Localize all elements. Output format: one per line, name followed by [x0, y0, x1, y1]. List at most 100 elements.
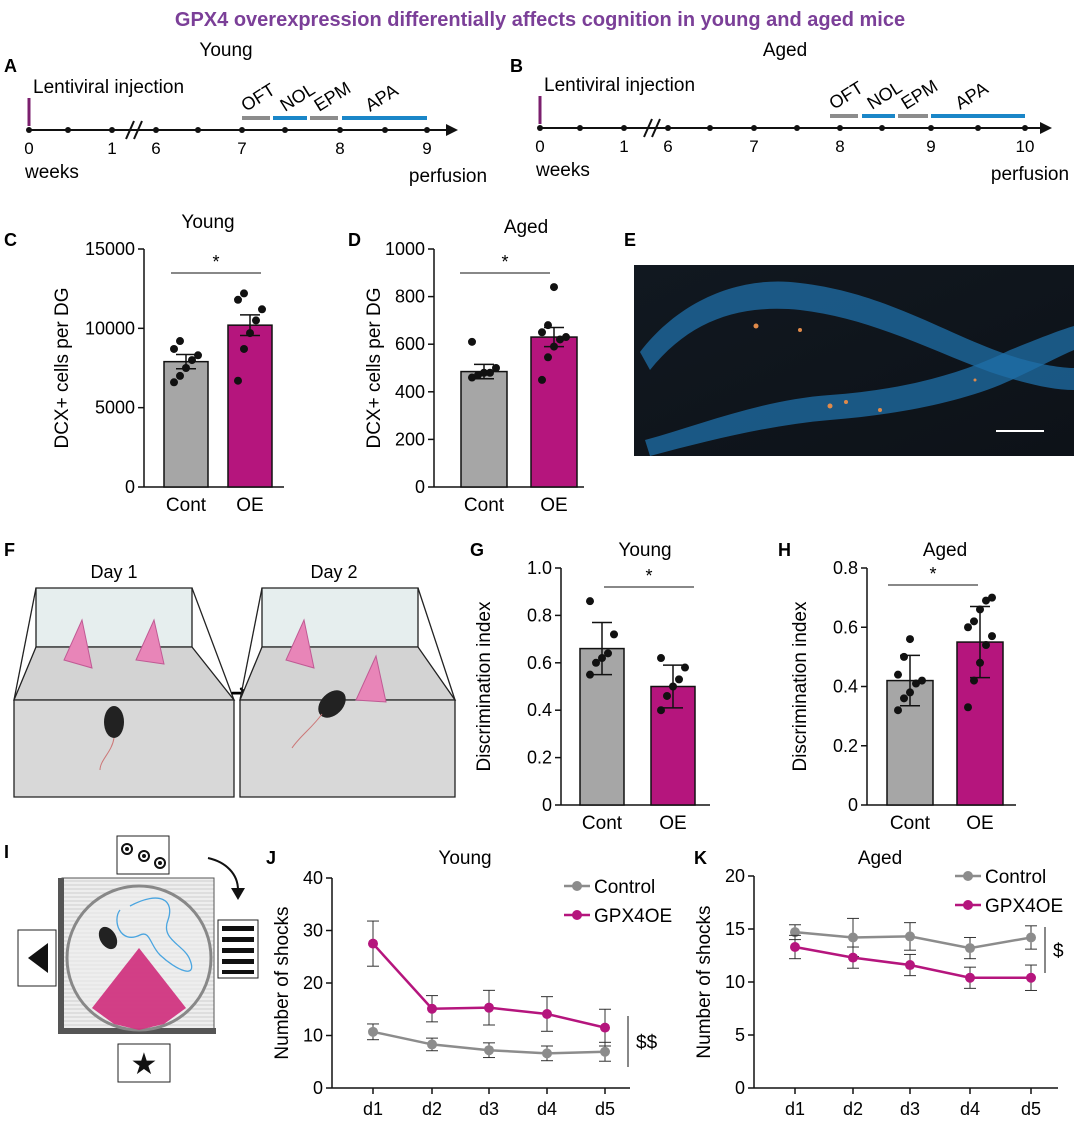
y-tick-label: 0	[313, 1078, 323, 1098]
arena-day1	[13, 587, 236, 798]
legend-label: GPX4OE	[985, 896, 1063, 917]
x-tick-label: Cont	[464, 495, 505, 516]
legend-label: Control	[985, 867, 1046, 888]
panel-letter-g: G	[470, 540, 484, 560]
y-tick-label: 0	[125, 477, 135, 497]
mouse-icon	[104, 706, 124, 738]
data-point	[188, 356, 196, 365]
stripe	[222, 948, 254, 953]
data-point	[600, 1046, 610, 1057]
y-tick-label: 0.2	[833, 736, 858, 756]
y-tick-label: 5	[735, 1025, 745, 1045]
data-point	[368, 938, 378, 949]
data-point	[894, 706, 902, 715]
perfusion-label: perfusion	[991, 164, 1069, 185]
dcx-cell	[827, 403, 833, 409]
timeline-dot	[424, 127, 430, 133]
timeline-dot	[665, 125, 671, 131]
data-point	[912, 679, 920, 688]
y-tick-label: 40	[303, 868, 323, 888]
data-point	[544, 353, 552, 362]
timeline-tick-label: 6	[151, 139, 160, 158]
panel-letter-f: F	[4, 540, 15, 560]
chart-title: Young	[618, 540, 671, 561]
data-point	[492, 364, 500, 372]
panel-letter-i: I	[4, 842, 9, 862]
dcx-cell	[878, 408, 882, 412]
dot-icon	[158, 861, 162, 865]
timeline-aged: Aged Lentiviral injection 0 1 6 7 8 9 10 weeks per…	[535, 40, 1069, 185]
star-cue	[117, 1043, 171, 1083]
panel-letter-j: J	[266, 848, 276, 868]
data-point	[610, 630, 618, 639]
data-point	[246, 329, 254, 338]
data-point	[538, 375, 546, 384]
data-point	[176, 371, 184, 380]
object-pyramid	[63, 618, 93, 669]
legend-marker	[963, 900, 973, 910]
data-point	[988, 632, 996, 641]
timeline-dot	[382, 127, 388, 133]
data-point	[556, 335, 564, 344]
legend-label: Control	[594, 877, 655, 898]
data-point	[468, 373, 476, 382]
test-label: APA	[952, 78, 992, 113]
timeline-dot	[1022, 125, 1028, 131]
timeline-tick-label: 0	[535, 137, 544, 156]
x-tick-label: d5	[595, 1099, 615, 1119]
data-point	[900, 652, 908, 661]
legend-marker	[572, 881, 582, 891]
timeline-arrowhead	[1040, 122, 1052, 134]
data-point	[906, 688, 914, 697]
x-tick-label: d1	[363, 1099, 383, 1119]
y-axis-label: Number of shocks	[694, 905, 715, 1058]
stripe	[222, 926, 254, 931]
timeline-tick-label: 8	[335, 139, 344, 158]
timeline-title: Aged	[763, 40, 807, 61]
timeline-dot	[577, 125, 583, 131]
object-pyramid	[285, 618, 315, 669]
timeline-tick-label: 10	[1016, 137, 1035, 156]
data-point	[790, 942, 800, 953]
object-pyramid	[355, 654, 387, 703]
data-point	[480, 368, 488, 377]
data-point	[468, 337, 476, 346]
y-tick-label: 0	[848, 795, 858, 815]
mouse-track	[116, 897, 193, 972]
timeline-tick-label: 9	[926, 137, 935, 156]
dentate-gyrus-upper-blade	[640, 281, 1074, 390]
data-point	[240, 344, 248, 353]
data-point	[988, 593, 996, 602]
data-point	[427, 1039, 437, 1050]
data-point	[982, 596, 990, 605]
data-point	[368, 1026, 378, 1037]
chart-title: Aged	[923, 540, 967, 561]
data-point	[663, 691, 671, 700]
y-tick-label: 20	[725, 866, 745, 886]
x-tick-label: d1	[785, 1099, 805, 1119]
weeks-label: weeks	[24, 162, 79, 183]
test-label: APA	[362, 80, 402, 115]
data-point	[906, 635, 914, 644]
x-tick-label: OE	[966, 813, 993, 834]
data-point	[848, 932, 858, 943]
x-tick-label: Cont	[166, 495, 207, 516]
dcx-cell	[753, 323, 759, 329]
dcx-cell	[973, 378, 977, 382]
data-point	[182, 364, 190, 372]
x-tick-label: d5	[1021, 1099, 1041, 1119]
data-point	[681, 663, 689, 672]
data-point	[586, 597, 594, 606]
y-tick-label: 200	[395, 429, 425, 449]
significance-marker: $$	[636, 1033, 658, 1054]
timeline-dot	[26, 127, 32, 133]
significance-marker: $	[1053, 941, 1064, 962]
mouse-icon	[98, 926, 118, 950]
panel-letter-h: H	[778, 540, 791, 560]
data-point	[965, 943, 975, 954]
bar	[460, 370, 508, 488]
stripe	[222, 959, 254, 964]
data-point	[1026, 932, 1036, 943]
chart-g-discrimination-young: Young 0 0.2 0.4 0.6 0.8 1.0 Discrimination inde…	[474, 540, 710, 834]
